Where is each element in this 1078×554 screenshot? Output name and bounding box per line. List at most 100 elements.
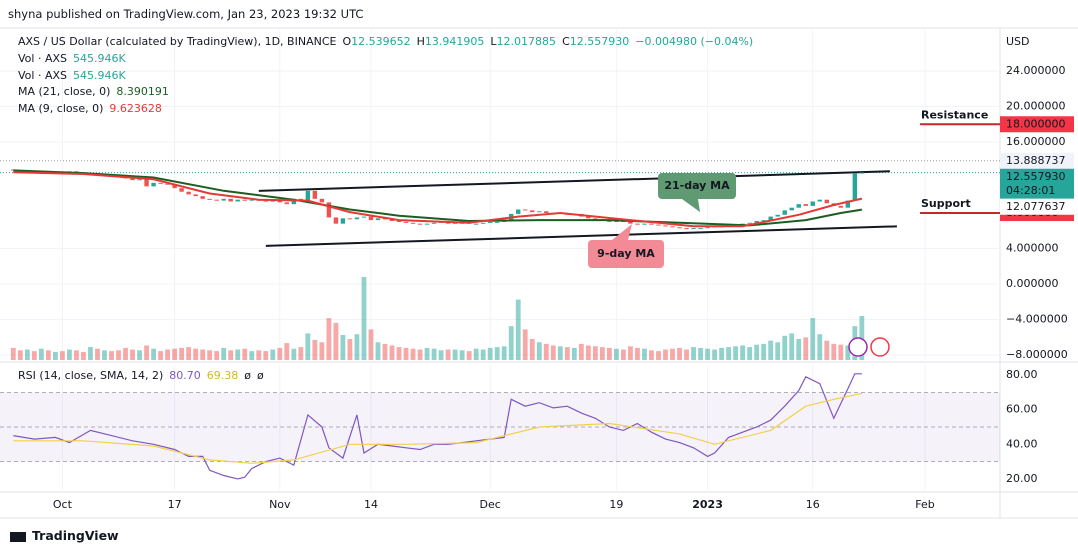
callout-box xyxy=(658,173,736,199)
volume-bar xyxy=(859,316,865,360)
volume-bar xyxy=(698,347,703,360)
volume-bar xyxy=(438,350,444,360)
candle-body xyxy=(151,182,156,187)
y-tick-label: 16.000000 xyxy=(1006,135,1066,148)
volume-bar xyxy=(824,340,830,360)
x-tick-label: 16 xyxy=(806,498,820,511)
legend-row: MA (21, close, 0) 8.390191 xyxy=(18,84,759,101)
candle-body xyxy=(775,214,780,217)
volume-bar xyxy=(52,351,58,360)
candle-body xyxy=(221,198,226,201)
volume-bar xyxy=(130,349,135,360)
symbol-title: AXS / US Dollar (calculated by TradingVi… xyxy=(18,35,337,48)
candle-body xyxy=(789,207,794,211)
volume-bar xyxy=(487,347,493,360)
volume-bar xyxy=(137,350,142,360)
volume-bar xyxy=(158,351,163,360)
volume-bar xyxy=(649,350,654,360)
callout-pointer xyxy=(612,224,632,240)
volume-bar xyxy=(543,343,549,360)
currency: USD xyxy=(1006,35,1030,48)
price-tag-label: 12.557930 xyxy=(1006,170,1066,183)
volume-bar xyxy=(663,349,668,360)
volume-bar xyxy=(333,322,339,360)
change: −0.004980 (−0.04%) xyxy=(635,35,754,48)
candle-body xyxy=(810,201,815,206)
volume-bar xyxy=(515,299,521,360)
candle-body xyxy=(635,223,640,225)
candle-body xyxy=(586,216,591,219)
candle-body xyxy=(144,179,149,187)
candle-body xyxy=(859,172,865,174)
volume-bar xyxy=(123,347,128,360)
volume-bar xyxy=(340,335,346,360)
candle-body xyxy=(663,225,668,227)
volume-bar xyxy=(116,350,121,360)
volume-bar xyxy=(670,348,675,360)
volume-bar xyxy=(214,351,220,360)
candle-body xyxy=(705,227,710,229)
candle-body xyxy=(670,226,675,228)
candle-body xyxy=(473,223,479,225)
volume-bar xyxy=(270,349,276,360)
legend-row: Vol · AXS 545.946K xyxy=(18,68,759,85)
candle-body xyxy=(424,223,430,225)
x-tick-label: Dec xyxy=(480,498,501,511)
volume-bar xyxy=(144,345,149,360)
candle-body xyxy=(487,221,493,223)
candle-body xyxy=(516,209,521,214)
candle-body xyxy=(179,188,184,192)
volume-bar xyxy=(761,343,767,360)
trendline xyxy=(265,225,897,247)
ohlc-key: L xyxy=(490,35,497,48)
volume-bar xyxy=(508,326,514,360)
candle-body xyxy=(593,218,598,220)
candle-body xyxy=(263,200,268,202)
volume-bar xyxy=(361,277,367,360)
volume-bar xyxy=(38,348,44,360)
candle-body xyxy=(186,191,191,195)
volume-bar xyxy=(410,348,416,360)
level-label: Support xyxy=(921,197,971,210)
candle-body xyxy=(354,217,360,220)
volume-bar xyxy=(284,343,290,360)
rsi-line xyxy=(13,392,863,464)
volume-bar xyxy=(684,349,689,360)
volume-bar xyxy=(74,350,79,360)
candle-body xyxy=(291,198,297,205)
volume-bar xyxy=(845,345,851,360)
candle-body xyxy=(782,210,787,215)
candle-body xyxy=(824,199,829,204)
candle-body xyxy=(347,218,353,220)
volume-bar xyxy=(368,329,374,360)
volume-bar xyxy=(403,347,409,360)
candle-body xyxy=(242,199,247,201)
candle-body xyxy=(747,222,752,224)
volume-bar xyxy=(326,318,332,360)
volume-bar xyxy=(564,347,570,360)
candle-body xyxy=(375,218,381,221)
legend: AXS / US Dollar (calculated by TradingVi… xyxy=(18,34,759,118)
volume-bar xyxy=(151,348,156,360)
candle-body xyxy=(74,171,79,173)
volume-bar xyxy=(775,342,781,360)
y-tick-label: 0.000000 xyxy=(1006,277,1059,290)
candle-body xyxy=(754,221,759,223)
x-tick-label: Oct xyxy=(53,498,73,511)
candle-body xyxy=(656,224,661,226)
volume-bar xyxy=(592,346,598,360)
candle-body xyxy=(537,211,542,213)
candle-body xyxy=(368,216,374,221)
candle-body xyxy=(649,223,654,225)
candle-body xyxy=(852,173,858,201)
volume-bar xyxy=(67,349,72,360)
x-tick-label: 19 xyxy=(609,498,623,511)
rsi-tick-label: 80.00 xyxy=(1006,368,1038,381)
volume-bar xyxy=(480,349,486,360)
volume-bar xyxy=(606,347,612,360)
volume-bar xyxy=(389,345,395,360)
legend-row: Vol · AXS 545.946K xyxy=(18,51,759,68)
candle-body xyxy=(158,182,163,184)
candle-body xyxy=(410,222,416,224)
